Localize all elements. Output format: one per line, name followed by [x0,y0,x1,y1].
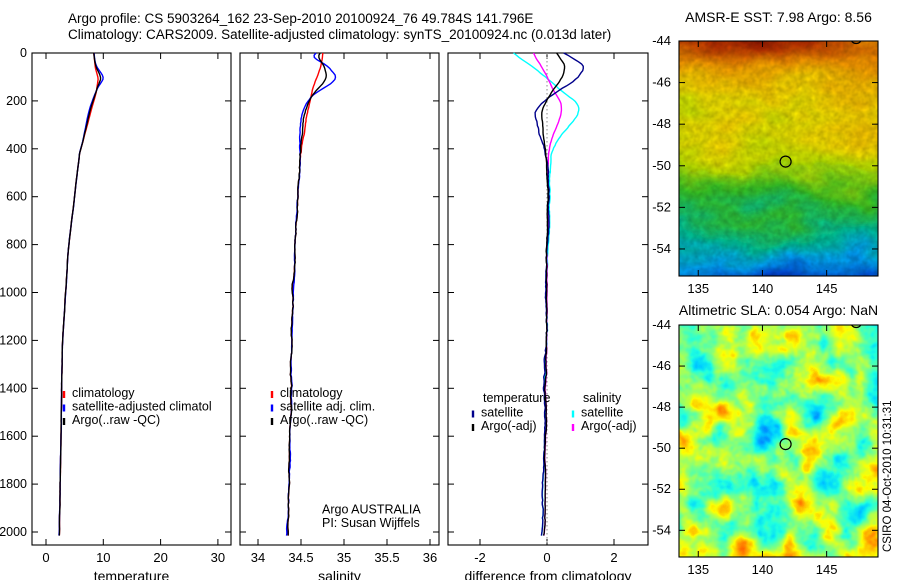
svg-text:135: 135 [687,562,709,577]
svg-text:34.5: 34.5 [288,550,313,565]
svg-text:-44: -44 [652,317,671,332]
svg-text:145: 145 [816,281,838,296]
svg-text:satellite: satellite [481,406,523,420]
svg-text:-46: -46 [652,358,671,373]
svg-text:-50: -50 [652,158,671,173]
svg-text:Argo(-adj): Argo(-adj) [581,419,637,433]
svg-text:1200: 1200 [0,333,27,347]
svg-text:Argo(..raw -QC): Argo(..raw -QC) [280,413,368,427]
svg-text:satellite adj. clim.: satellite adj. clim. [280,400,375,414]
svg-text:-48: -48 [652,399,671,414]
svg-text:-46: -46 [652,75,671,90]
svg-text:140: 140 [752,562,774,577]
svg-text:-2: -2 [474,550,486,565]
svg-text:Climatology: CARS2009. Satelli: Climatology: CARS2009. Satellite-adjuste… [68,27,611,42]
svg-text:200: 200 [6,94,27,108]
svg-text:1000: 1000 [0,286,27,300]
svg-text:difference from climatology: difference from climatology [464,568,631,580]
svg-text:140: 140 [752,281,774,296]
svg-text:0: 0 [20,46,27,60]
svg-text:2: 2 [610,550,617,565]
svg-text:400: 400 [6,142,27,156]
svg-text:salinity: salinity [583,391,622,405]
svg-text:-44: -44 [652,33,671,48]
svg-text:34: 34 [251,550,265,565]
svg-text:climatology: climatology [280,386,343,400]
svg-text:climatology: climatology [72,386,135,400]
svg-text:PI: Susan Wijffels: PI: Susan Wijffels [322,516,420,530]
svg-text:600: 600 [6,190,27,204]
svg-text:Argo profile: CS 5903264_162 2: Argo profile: CS 5903264_162 23-Sep-2010… [68,11,533,26]
svg-text:36: 36 [423,550,437,565]
svg-text:temperature: temperature [483,391,550,405]
svg-text:-52: -52 [652,199,671,214]
svg-text:0: 0 [42,550,49,565]
svg-text:20: 20 [153,550,167,565]
svg-text:AMSR-E SST: 7.98 Argo: 8.56: AMSR-E SST: 7.98 Argo: 8.56 [685,9,872,25]
svg-text:Argo(-adj): Argo(-adj) [481,419,537,433]
svg-text:-54: -54 [652,241,671,256]
svg-text:145: 145 [816,562,838,577]
svg-text:800: 800 [6,238,27,252]
svg-text:salinity: salinity [318,568,361,580]
svg-text:-52: -52 [652,481,671,496]
svg-text:Altimetric SLA: 0.054 Argo: Na: Altimetric SLA: 0.054 Argo: NaN [679,302,878,318]
svg-text:-54: -54 [652,522,671,537]
svg-text:135: 135 [687,281,709,296]
svg-text:0: 0 [543,550,550,565]
svg-text:30: 30 [211,550,225,565]
svg-text:35: 35 [337,550,351,565]
svg-text:1400: 1400 [0,381,27,395]
svg-text:1600: 1600 [0,429,27,443]
svg-text:10: 10 [96,550,110,565]
svg-text:2000: 2000 [0,525,27,539]
svg-text:1800: 1800 [0,477,27,491]
svg-text:Argo(..raw -QC): Argo(..raw -QC) [72,413,160,427]
svg-text:35.5: 35.5 [374,550,399,565]
svg-text:-48: -48 [652,116,671,131]
svg-text:satellite: satellite [581,406,623,420]
svg-text:CSIRO 04-Oct-2010 10:31:31: CSIRO 04-Oct-2010 10:31:31 [882,401,894,553]
svg-text:temperature: temperature [94,568,170,580]
svg-text:Argo AUSTRALIA: Argo AUSTRALIA [322,503,421,517]
svg-text:-50: -50 [652,440,671,455]
svg-text:satellite-adjusted climatol: satellite-adjusted climatol [72,400,212,414]
